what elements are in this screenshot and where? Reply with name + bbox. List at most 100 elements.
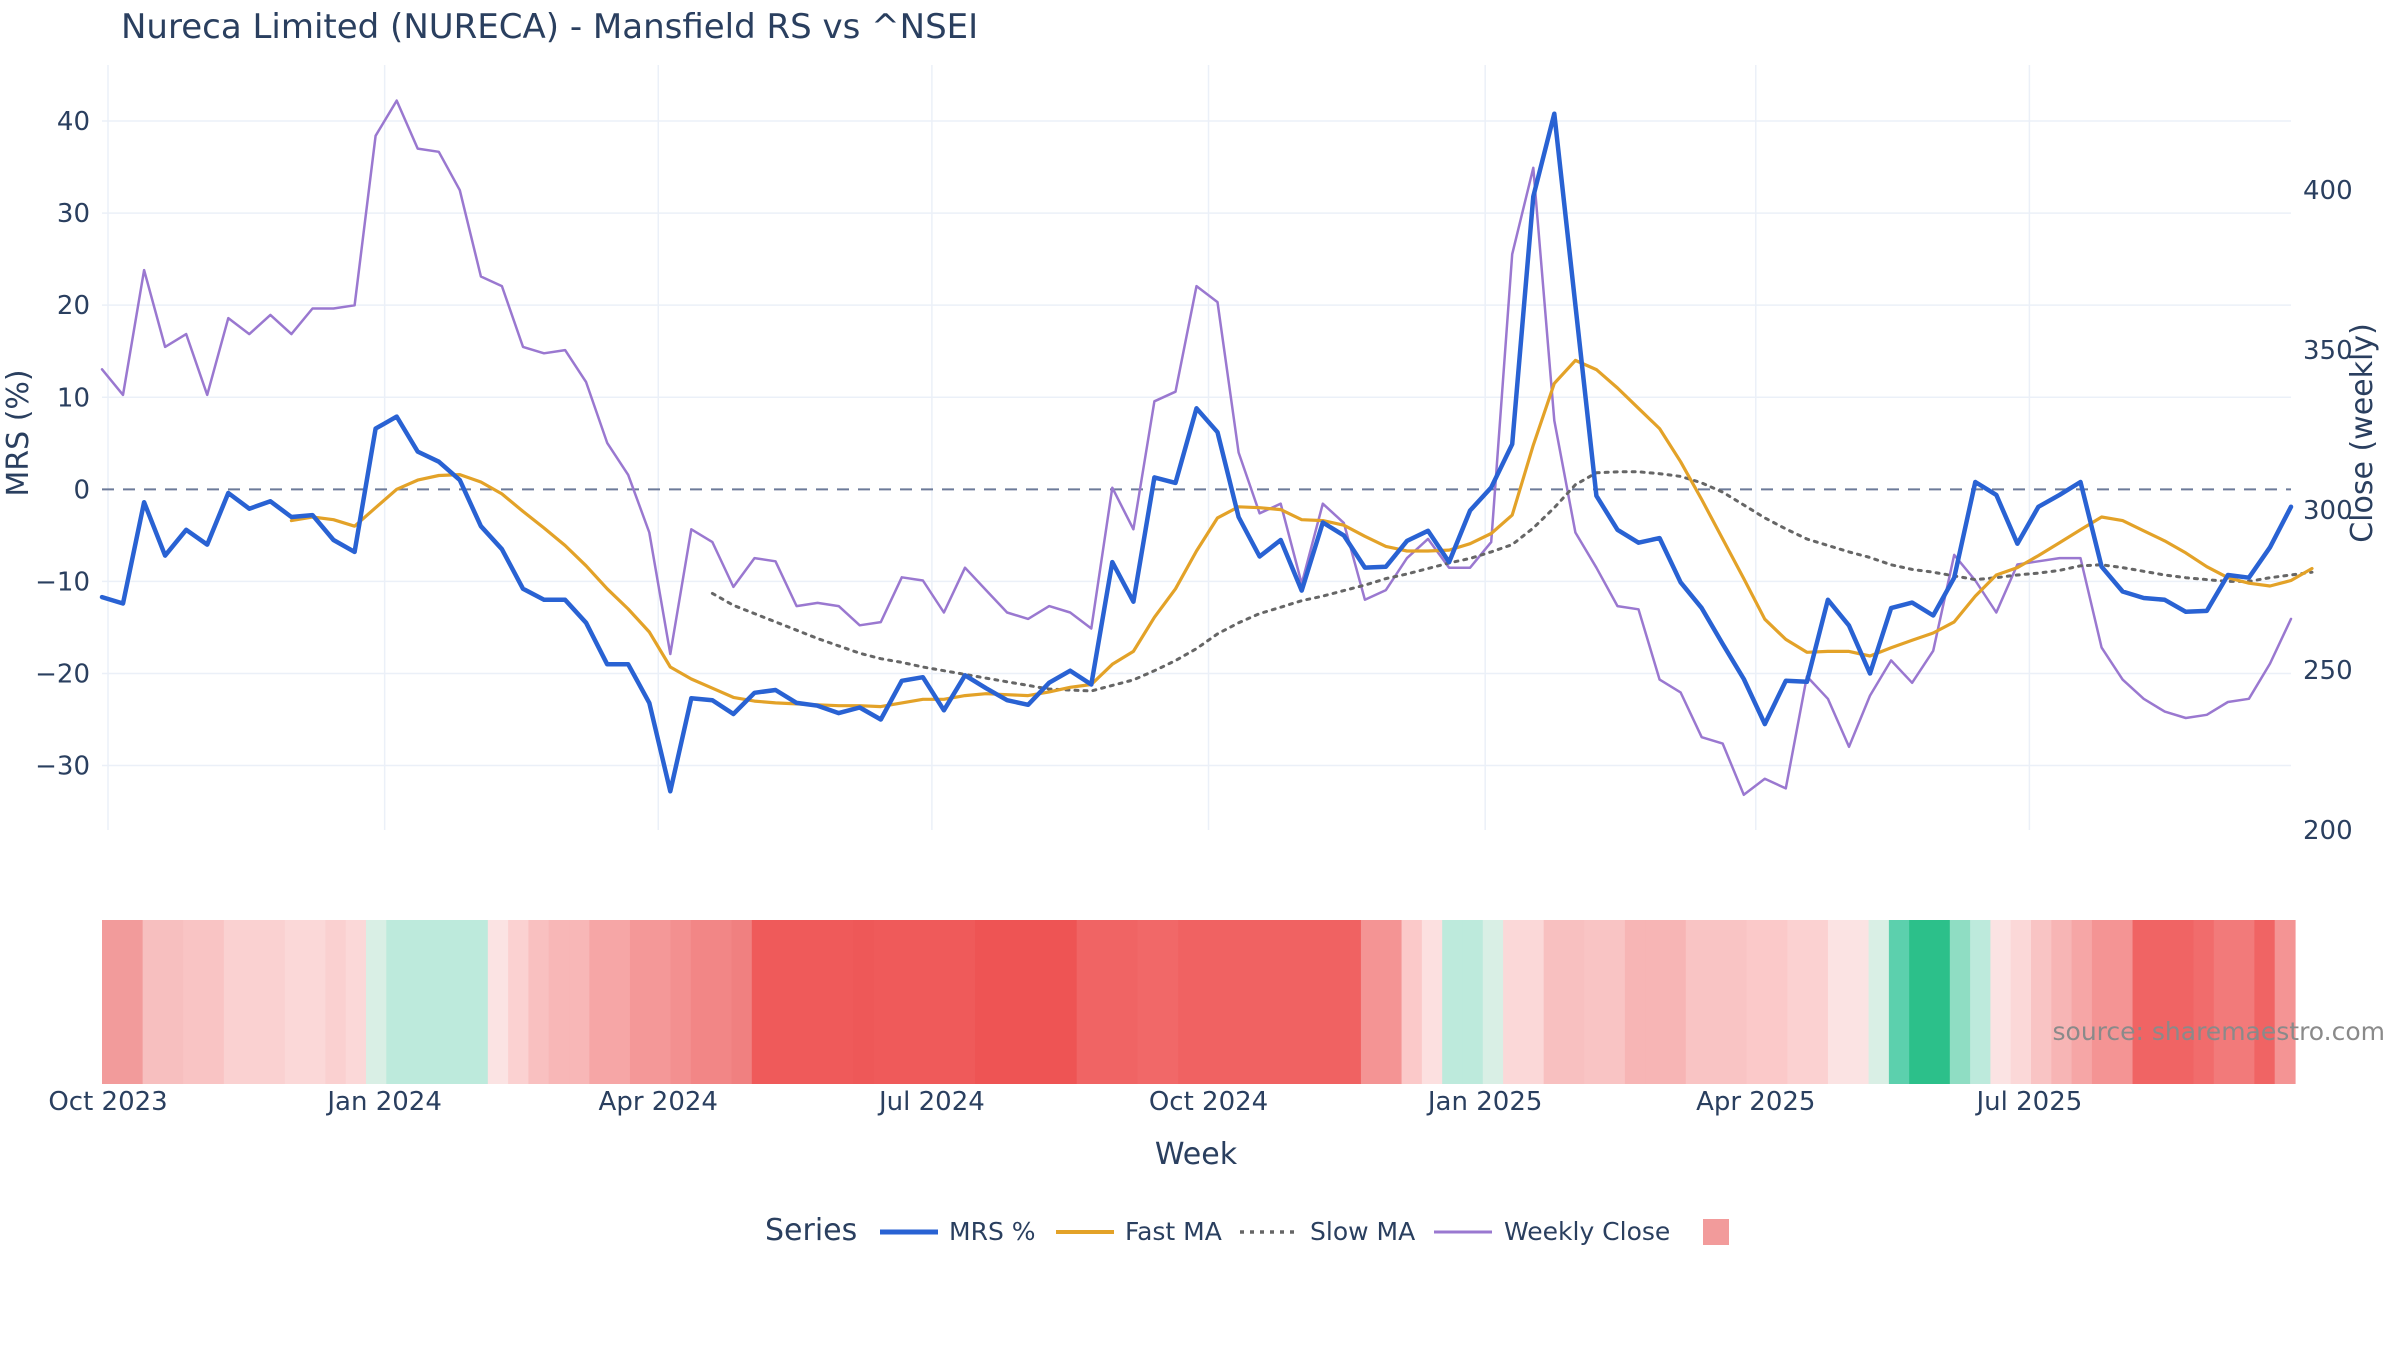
heat-cell (487, 920, 509, 1084)
right-axis-ticks: 400 350 300 250 200 (2303, 176, 2353, 846)
heat-cell (2193, 920, 2215, 1084)
heat-cell (1218, 920, 1240, 1084)
heat-cell (1949, 920, 1971, 1084)
heat-cell (1584, 920, 1606, 1084)
left-tick-label: 0 (73, 475, 90, 505)
heat-cell (1096, 920, 1118, 1084)
left-tick-label: 30 (57, 199, 90, 229)
x-tick-label: Jan 2025 (1426, 1087, 1543, 1117)
heat-cell (2274, 920, 2296, 1084)
heat-cell (690, 920, 712, 1084)
heat-cell (345, 920, 367, 1084)
heat-cell (1401, 920, 1423, 1084)
slow-ma-line (710, 470, 2314, 693)
heat-cell (1178, 920, 1200, 1084)
heat-cell (1381, 920, 1403, 1084)
series-layer (99, 99, 2314, 797)
heat-cell (1970, 920, 1992, 1084)
heat-cell (426, 920, 448, 1084)
heat-cell (569, 920, 590, 1084)
left-tick-label: 40 (57, 107, 90, 137)
heat-cell (934, 920, 956, 1084)
heat-cell (1137, 920, 1159, 1084)
heat-cell (1036, 920, 1057, 1084)
heat-cell (1442, 920, 1464, 1084)
heat-cell (1807, 920, 1829, 1084)
heat-cell (162, 920, 184, 1084)
heat-cell (629, 920, 651, 1084)
chart-title: Nureca Limited (NURECA) - Mansfield RS v… (121, 7, 978, 47)
heat-cell (2152, 920, 2174, 1084)
heat-cell (1157, 920, 1179, 1084)
heat-cell (609, 920, 631, 1084)
heat-cell (2051, 920, 2073, 1084)
x-tick-label: Apr 2024 (599, 1087, 718, 1117)
heat-cell (1767, 920, 1788, 1084)
x-axis-title: Week (1155, 1137, 1238, 1172)
heat-cell (2010, 920, 2032, 1084)
heat-cell (1360, 920, 1382, 1084)
heat-cell (528, 920, 550, 1084)
heat-cell (1300, 920, 1321, 1084)
legend-swatch-heat[interactable] (1703, 1219, 1729, 1245)
heat-cell (1340, 920, 1362, 1084)
heat-cell (244, 920, 266, 1084)
x-tick-label: Jul 2025 (1974, 1087, 2082, 1117)
heat-cell (1056, 920, 1078, 1084)
heat-cell (2071, 920, 2093, 1084)
heat-cell (2234, 920, 2255, 1084)
x-tick-label: Jul 2024 (877, 1087, 985, 1117)
heat-cell (325, 920, 347, 1084)
heat-cell (792, 920, 814, 1084)
legend-label-slow-ma[interactable]: Slow MA (1310, 1217, 1415, 1246)
left-tick-label: −20 (35, 659, 90, 689)
left-tick-label: 20 (57, 291, 90, 321)
legend: Series MRS % Fast MA Slow MA Weekly Clos… (765, 1213, 1729, 1248)
heat-cell (1482, 920, 1504, 1084)
heat-cell (1868, 920, 1890, 1084)
heat-cell (1645, 920, 1667, 1084)
heat-cell (731, 920, 753, 1084)
heat-cell (1624, 920, 1646, 1084)
heat-cell (954, 920, 976, 1084)
heat-cell (1909, 920, 1931, 1084)
heat-cell (1848, 920, 1870, 1084)
heat-cell (467, 920, 489, 1084)
right-tick-label: 300 (2303, 496, 2353, 526)
heat-cell (223, 920, 245, 1084)
heat-cell (650, 920, 672, 1084)
left-axis-title: MRS (%) (1, 369, 36, 496)
heat-cell (2173, 920, 2195, 1084)
heat-cell (1259, 920, 1281, 1084)
heat-cell (548, 920, 570, 1084)
heat-cell (1787, 920, 1809, 1084)
heat-cell (1117, 920, 1139, 1084)
heat-cell (2091, 920, 2113, 1084)
heat-cell (1421, 920, 1443, 1084)
momentum-heat-strip (102, 920, 2296, 1084)
legend-title: Series (765, 1213, 857, 1248)
fast-ma-line (289, 358, 2314, 709)
heat-cell (1320, 920, 1342, 1084)
heat-cell (1929, 920, 1951, 1084)
legend-label-weekly-close[interactable]: Weekly Close (1504, 1217, 1670, 1246)
heat-cell (122, 920, 144, 1084)
x-tick-label: Jan 2024 (325, 1087, 442, 1117)
heat-cell (1279, 920, 1301, 1084)
heat-cell (1076, 920, 1098, 1084)
heat-cell (995, 920, 1017, 1084)
heat-cell (1523, 920, 1545, 1084)
heat-cell (1543, 920, 1565, 1084)
heat-cell (102, 920, 123, 1084)
heat-cell (1198, 920, 1220, 1084)
legend-label-fast-ma[interactable]: Fast MA (1125, 1217, 1222, 1246)
grid-layer (102, 65, 2291, 830)
legend-label-mrs[interactable]: MRS % (949, 1217, 1036, 1246)
mrs-line (99, 111, 2294, 794)
source-note: source: sharemaestro.com (2053, 1017, 2386, 1046)
left-tick-label: −10 (35, 567, 90, 597)
heat-cell (1503, 920, 1524, 1084)
heat-cell (447, 920, 469, 1084)
heat-cell (1990, 920, 2012, 1084)
